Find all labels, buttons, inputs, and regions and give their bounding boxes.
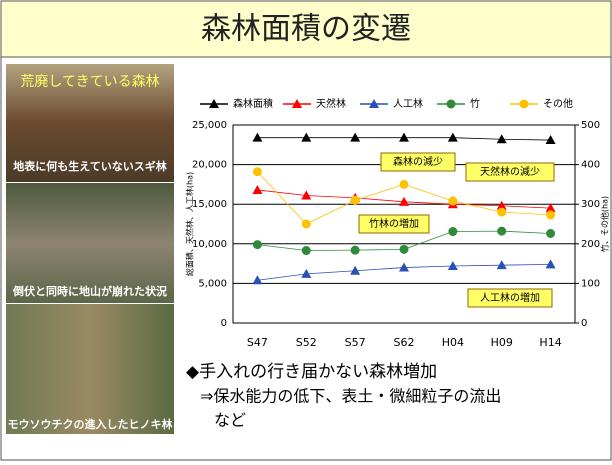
marker	[301, 268, 312, 278]
x-tick-label: S57	[345, 336, 366, 349]
marker	[545, 135, 556, 145]
marker	[545, 203, 556, 213]
marker	[399, 179, 409, 189]
marker	[252, 167, 262, 177]
y-tick-label: 5,000	[198, 278, 227, 289]
annotation: 森林の減少	[393, 155, 443, 168]
x-tick-label: H04	[442, 336, 464, 349]
marker	[496, 200, 507, 210]
marker	[496, 260, 507, 270]
annotation-box	[465, 162, 555, 182]
y2-tick-label: 400	[581, 160, 600, 171]
y2-tick-label: 0	[581, 318, 587, 329]
bullet: ◆手入れの行き届かない森林増加	[186, 362, 437, 382]
photo-heading: 荒廃してきている森林	[20, 73, 159, 90]
y-tick-label: 0	[221, 318, 227, 329]
marker	[252, 275, 263, 285]
marker	[497, 207, 507, 217]
y-tick-label: 20,000	[192, 160, 227, 171]
marker	[447, 260, 458, 270]
annotation: 竹林の増加	[369, 217, 419, 230]
marker	[252, 240, 262, 250]
marker	[496, 134, 507, 144]
legend-marker	[292, 99, 302, 108]
legend	[180, 94, 602, 114]
marker	[448, 227, 458, 237]
marker	[252, 132, 263, 142]
annotation-box	[380, 152, 456, 172]
bullet: ⇒保水能力の低下、表土・微細粒子の流出	[200, 387, 501, 406]
marker	[301, 219, 311, 229]
marker	[350, 245, 360, 255]
y-tick-label: 10,000	[192, 239, 227, 250]
x-tick-label: S62	[394, 336, 415, 349]
y-tick-label: 15,000	[192, 199, 227, 210]
marker	[399, 196, 409, 206]
marker	[301, 190, 312, 200]
marker	[448, 196, 458, 206]
legend-label: 竹	[470, 97, 480, 110]
x-tick-label: S47	[247, 336, 268, 349]
marker	[447, 132, 458, 142]
y2-axis-label: 竹、その他(ha)	[600, 196, 610, 252]
legend-label: 天然林	[316, 97, 346, 110]
annotation: 人工林の増加	[480, 291, 540, 304]
marker	[350, 132, 361, 142]
bullet: など	[214, 411, 246, 430]
legend-marker	[519, 99, 529, 109]
photo	[6, 304, 174, 434]
marker	[399, 262, 409, 272]
marker	[399, 132, 409, 142]
photo	[6, 64, 174, 182]
y-tick-label: 25,000	[192, 120, 227, 131]
marker	[301, 132, 312, 142]
title-bar	[0, 0, 612, 58]
slide-title: 森林面積の変遷	[201, 12, 411, 47]
marker	[301, 246, 311, 256]
y2-tick-label: 200	[581, 239, 600, 250]
legend-marker	[209, 99, 219, 108]
photo-caption: 地表に何も生えていないスギ林	[13, 159, 166, 173]
y2-tick-label: 100	[581, 278, 600, 289]
x-tick-label: S52	[296, 336, 317, 349]
x-tick-label: H14	[539, 336, 561, 349]
photo-caption: モウソウチクの進入したヒノキ林	[8, 417, 173, 431]
annotation-box	[358, 214, 430, 234]
marker	[546, 229, 556, 239]
marker	[399, 244, 409, 254]
legend-label: 人工林	[393, 97, 423, 110]
legend-marker	[446, 99, 456, 109]
marker	[546, 210, 556, 220]
x-tick-label: H09	[491, 336, 513, 349]
y2-tick-label: 500	[581, 120, 600, 131]
annotation-box	[467, 288, 553, 308]
photo	[6, 183, 174, 303]
slide-border	[0, 56, 612, 461]
legend-label: その他	[543, 97, 573, 110]
legend-label: 森林面積	[233, 97, 273, 110]
marker	[545, 259, 556, 269]
photo-caption: 倒伏と同時に地山が崩れた状況	[12, 284, 167, 298]
marker	[350, 265, 361, 275]
y-axis-label: 総面積、天然林、人工林(ha)	[185, 172, 195, 276]
marker	[350, 195, 360, 205]
legend-marker	[369, 99, 379, 108]
marker	[252, 184, 263, 194]
chart: 0 5,000 10,000 15,000 20,000 25,000 0 100 200 300…	[180, 94, 610, 349]
marker	[497, 226, 507, 236]
y2-tick-label: 300	[581, 199, 600, 210]
annotation: 天然林の減少	[480, 165, 540, 178]
